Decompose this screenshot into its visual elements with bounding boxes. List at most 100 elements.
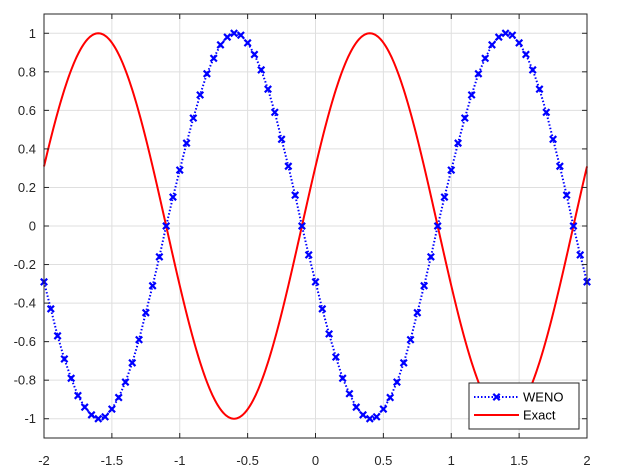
series-weno-point [426, 252, 435, 261]
legend-box [468, 382, 580, 430]
series-weno-point [501, 29, 510, 38]
series-weno-point [101, 412, 110, 421]
x-tick-label: -0.5 [236, 453, 258, 468]
series-weno-point [60, 355, 69, 363]
series-weno-point [528, 65, 537, 74]
x-tick-label: -2 [38, 453, 50, 468]
series-weno-point [433, 222, 442, 230]
series-weno-point [148, 281, 157, 290]
series-weno-point [277, 135, 286, 144]
axis-ticks: -2 -1.5 -1 -0.5 0 0.5 1 1.5 2 1 0.8 0.6 0.4 0.2 0 -0.2 -… [14, 14, 591, 468]
series-weno-point [270, 108, 279, 117]
series-weno-point [209, 54, 218, 63]
series-weno-point [494, 33, 503, 42]
series-weno-point [413, 308, 422, 317]
series-weno-point [94, 414, 103, 423]
grid [43, 14, 588, 438]
series-weno-point [549, 135, 558, 144]
legend-weno-marker [492, 393, 501, 401]
series-weno-point [352, 403, 361, 412]
series-weno-point [80, 403, 89, 412]
x-tick-label: 0 [312, 453, 319, 468]
series-weno-point [359, 410, 367, 419]
series-weno-point [318, 304, 327, 313]
legend: WENO Exact [468, 382, 580, 430]
legend-weno-label: WENO [523, 390, 563, 405]
series-weno-point [474, 69, 483, 78]
series-weno-point [521, 50, 530, 59]
x-tick-label: -1.5 [101, 453, 123, 468]
series-weno-point [365, 414, 374, 423]
series-weno-point [460, 114, 469, 123]
series-weno-point [264, 85, 272, 94]
series-weno-point [135, 335, 144, 344]
series-weno-point [515, 38, 524, 47]
y-tick-label: 1 [29, 26, 36, 41]
series-weno-point [162, 222, 171, 230]
y-tick-label: -0.4 [14, 296, 36, 311]
y-tick-label: -0.6 [14, 334, 36, 349]
series-weno-point [243, 38, 252, 47]
series-weno-point [141, 308, 150, 317]
y-tick-label: -0.2 [14, 257, 36, 272]
series-weno-point [297, 222, 306, 230]
series-weno-point [569, 222, 578, 230]
series-weno-point [107, 405, 116, 414]
x-tick-label: 0.5 [374, 453, 392, 468]
y-tick-label: -1 [24, 411, 36, 426]
series-weno-point [487, 40, 496, 49]
series-weno-point [67, 374, 76, 383]
legend-items: WENO Exact [474, 390, 563, 423]
series-weno-point [372, 412, 381, 421]
series-weno-point [202, 69, 211, 78]
series-weno-point [128, 358, 137, 367]
series-weno-point [467, 90, 476, 99]
series-weno-point [223, 33, 232, 42]
series-weno-point [46, 304, 55, 313]
x-tick-label: 2 [583, 453, 590, 468]
series-weno-point [555, 162, 564, 171]
series-weno-point [175, 166, 184, 175]
series-weno-point [304, 250, 313, 259]
series-weno-point [454, 139, 463, 148]
series-weno-point [73, 391, 82, 400]
series-weno-point [399, 358, 408, 367]
series-weno-point [87, 410, 96, 419]
x-tick-label: 1.5 [510, 453, 528, 468]
series-weno-point [230, 29, 239, 38]
y-tick-label: 0.8 [18, 64, 36, 79]
series-weno-point [406, 335, 415, 344]
series-weno-point [331, 353, 340, 362]
series-weno-point [535, 85, 544, 94]
series-weno-point [392, 378, 401, 387]
series-weno-point [576, 250, 585, 259]
series-weno-point [345, 389, 354, 398]
series-weno-point [311, 277, 320, 286]
y-tick-label: 0.6 [18, 103, 36, 118]
x-tick-label: 1 [448, 453, 455, 468]
y-tick-label: -0.8 [14, 373, 36, 388]
series-weno-point [155, 252, 164, 261]
series-weno-point [338, 374, 347, 383]
series-weno-point [508, 31, 517, 40]
series-weno-point [182, 139, 191, 148]
y-tick-label: 0 [29, 219, 36, 234]
x-tick-label: -1 [174, 453, 186, 468]
series-weno-point [236, 31, 245, 40]
legend-exact-label: Exact [523, 408, 556, 423]
series-weno-point [257, 65, 266, 74]
series-weno-point [325, 329, 334, 338]
series-weno-point [250, 50, 259, 59]
series-weno-point [379, 405, 388, 414]
series-weno-point [420, 281, 429, 290]
y-tick-label: 0.4 [18, 141, 36, 156]
series-weno-point [168, 193, 177, 202]
series-weno-point [284, 162, 293, 171]
series-weno-point [114, 393, 123, 402]
series-weno-point [189, 114, 198, 123]
series-weno-point [542, 108, 551, 117]
series-weno-point [196, 90, 205, 99]
series-weno-point [291, 191, 300, 200]
series-weno-point [53, 331, 62, 340]
